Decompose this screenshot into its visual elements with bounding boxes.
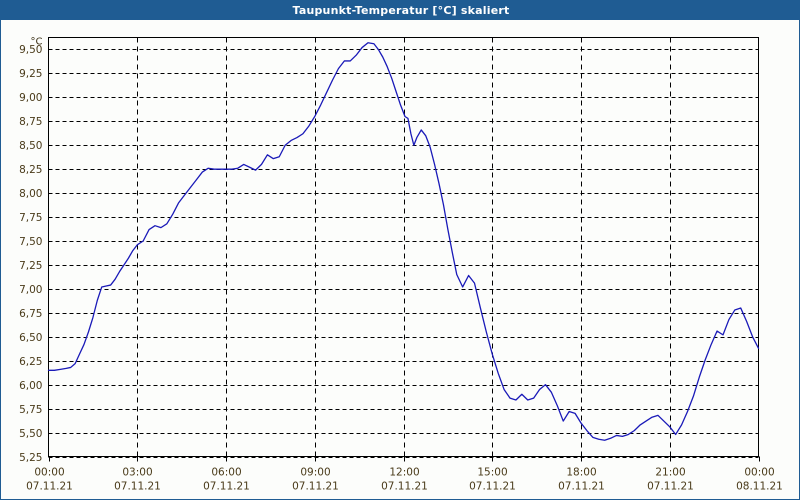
y-tick-label: 7,50 xyxy=(19,236,42,248)
y-tick-label: 7,25 xyxy=(19,260,42,272)
x-tick-time: 09:00 xyxy=(300,467,330,479)
y-tick-label: 8,00 xyxy=(19,188,42,200)
data-series-line xyxy=(47,42,760,441)
plot-frame-border xyxy=(48,37,759,457)
x-tick-date: 07.11.21 xyxy=(114,481,161,493)
x-tick-date: 07.11.21 xyxy=(203,481,250,493)
y-tick-label: 6,25 xyxy=(19,356,42,368)
y-tick-label: 5,75 xyxy=(19,404,42,416)
vertical-gridlines xyxy=(137,37,671,457)
y-axis-unit-label: °C xyxy=(31,37,43,48)
y-tick-label: 9,00 xyxy=(19,92,42,104)
x-tick-time: 00:00 xyxy=(744,467,774,479)
x-tick-date: 08.11.21 xyxy=(736,481,783,493)
x-axis-tick-marks xyxy=(49,456,760,462)
y-tick-label: 9,50 xyxy=(19,44,42,56)
x-tick-date: 07.11.21 xyxy=(558,481,605,493)
window-title-bar: Taupunkt-Temperatur [°C] skaliert xyxy=(1,1,799,20)
y-tick-label: 5,25 xyxy=(19,452,42,464)
y-tick-label: 8,75 xyxy=(19,116,42,128)
x-axis-tick-labels: 00:00 07.11.21 03:00 07.11.21 06:00 07.11.21 0… xyxy=(26,467,783,493)
y-tick-label: 8,50 xyxy=(19,140,42,152)
page-title: Taupunkt-Temperatur [°C] skaliert xyxy=(292,4,510,17)
y-tick-label: 7,00 xyxy=(19,284,42,296)
x-tick-time: 12:00 xyxy=(389,467,419,479)
y-tick-label: 6,00 xyxy=(19,380,42,392)
y-tick-label: 5,50 xyxy=(19,428,42,440)
x-tick-date: 07.11.21 xyxy=(26,481,73,493)
y-tick-label: 7,75 xyxy=(19,212,42,224)
x-tick-time: 06:00 xyxy=(211,467,241,479)
x-tick-time: 21:00 xyxy=(655,467,685,479)
y-tick-label: 9,25 xyxy=(19,68,42,80)
x-tick-time: 03:00 xyxy=(122,467,152,479)
y-axis-tick-labels: 9,50 9,25 9,00 8,75 8,50 8,25 8,00 7,75 7,50 7,25… xyxy=(19,44,42,464)
y-tick-label: 6,75 xyxy=(19,308,42,320)
y-tick-label: 8,25 xyxy=(19,164,42,176)
x-tick-date: 07.11.21 xyxy=(647,481,694,493)
x-tick-time: 00:00 xyxy=(34,467,64,479)
y-tick-label: 6,50 xyxy=(19,332,42,344)
x-tick-date: 07.11.21 xyxy=(381,481,428,493)
line-chart-svg: 9,50 9,25 9,00 8,75 8,50 8,25 8,00 7,75 7,50 7,25… xyxy=(19,37,783,493)
x-tick-time: 15:00 xyxy=(477,467,507,479)
x-tick-date: 07.11.21 xyxy=(469,481,516,493)
x-tick-time: 18:00 xyxy=(566,467,596,479)
horizontal-gridlines xyxy=(48,49,759,458)
chart-plot-area: 9,50 9,25 9,00 8,75 8,50 8,25 8,00 7,75 7,50 7,25… xyxy=(1,20,799,499)
x-tick-date: 07.11.21 xyxy=(292,481,339,493)
